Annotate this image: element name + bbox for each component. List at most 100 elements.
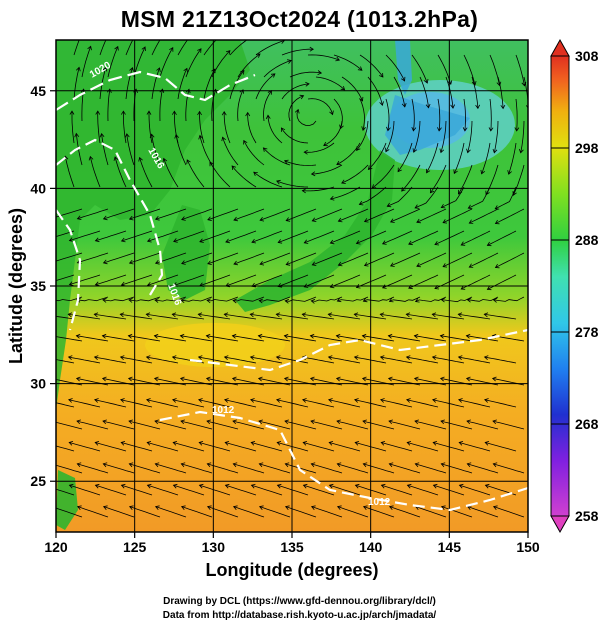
streamline	[76, 335, 109, 342]
streamline	[259, 463, 291, 474]
streamline-arrowhead	[50, 334, 54, 338]
streamline-arrowhead	[429, 188, 435, 194]
streamline-arrowhead	[74, 132, 80, 138]
x-tick-label: 125	[123, 539, 147, 555]
streamline	[393, 76, 406, 107]
streamline-arrowhead	[43, 441, 47, 445]
streamline-arrowhead	[507, 170, 512, 175]
streamline-arrowhead	[43, 237, 47, 241]
streamline-arrowhead	[102, 66, 108, 72]
streamline	[225, 484, 257, 496]
streamline	[328, 313, 361, 320]
streamline	[515, 54, 525, 86]
streamline-arrowhead	[205, 376, 211, 382]
streamline-arrowhead	[335, 376, 341, 382]
streamline	[389, 506, 421, 518]
streamline	[336, 335, 369, 342]
streamline-arrowhead	[287, 59, 292, 64]
streamline-arrowhead	[265, 114, 271, 120]
streamline	[388, 378, 421, 386]
streamline-arrowhead	[386, 126, 391, 132]
streamline-arrowhead	[276, 483, 282, 489]
streamline-arrowhead	[207, 260, 212, 265]
streamline	[276, 399, 309, 408]
streamline	[286, 208, 317, 221]
streamline-arrowhead	[225, 50, 231, 55]
streamline-arrowhead	[317, 70, 323, 75]
streamline-arrowhead	[336, 505, 342, 510]
streamline	[368, 142, 387, 170]
streamline	[95, 484, 127, 496]
streamline	[251, 442, 283, 452]
streamline-arrowhead	[432, 483, 438, 489]
streamline-arrowhead	[146, 281, 152, 287]
streamline	[107, 89, 111, 122]
streamline	[382, 274, 413, 289]
streamline	[414, 420, 447, 430]
streamline-arrowhead	[475, 104, 481, 110]
streamline	[278, 274, 309, 287]
streamline	[199, 135, 213, 166]
streamline-arrowhead	[354, 441, 360, 446]
streamline-arrowhead	[336, 297, 342, 303]
streamline-arrowhead	[138, 156, 143, 162]
streamline-arrowhead	[224, 483, 230, 489]
streamline-arrowhead	[500, 104, 506, 110]
streamline-arrowhead	[362, 505, 368, 510]
contour-1012	[189, 328, 528, 372]
streamline	[484, 356, 517, 364]
streamline	[330, 186, 361, 200]
colorbar-tick-label: 298	[575, 140, 599, 156]
contour-label: 1012	[368, 497, 391, 508]
streamline-arrowhead	[341, 179, 346, 184]
colorbar-tick-label: 258	[575, 508, 599, 524]
streamline-arrowhead	[496, 81, 502, 87]
streamline	[330, 230, 361, 244]
streamline	[513, 164, 525, 196]
streamline	[76, 420, 109, 430]
streamline-arrowhead	[243, 139, 248, 145]
streamline	[440, 420, 473, 430]
streamline	[56, 274, 75, 281]
streamline	[251, 230, 283, 243]
streamline	[493, 120, 499, 153]
streamline	[128, 420, 161, 430]
streamline	[459, 484, 491, 496]
streamline	[233, 506, 265, 518]
streamline-arrowhead	[327, 355, 333, 360]
streamline-arrowhead	[68, 441, 74, 446]
streamline-arrowhead	[120, 483, 126, 489]
streamline	[453, 142, 465, 174]
streamline	[441, 296, 473, 303]
streamline	[288, 95, 304, 122]
streamline	[458, 313, 491, 320]
streamline	[206, 378, 239, 386]
streamline	[147, 274, 179, 286]
streamline	[523, 76, 528, 107]
streamline-arrowhead	[405, 355, 411, 360]
streamline-arrowhead	[432, 398, 437, 403]
streamline	[467, 296, 499, 302]
streamline-arrowhead	[240, 69, 245, 75]
streamline-arrowhead	[301, 188, 307, 194]
streamline-arrowhead	[181, 260, 186, 265]
streamline-arrowhead	[303, 149, 308, 155]
streamline-arrowhead	[43, 356, 47, 360]
streamline	[103, 463, 135, 474]
streamline	[97, 111, 101, 144]
x-tick-label: 145	[438, 539, 462, 555]
streamline	[406, 356, 439, 364]
streamline-arrowhead	[197, 355, 203, 360]
streamline	[302, 186, 335, 192]
colorbar-max-arrow	[550, 38, 570, 57]
streamline	[276, 356, 309, 364]
streamline	[471, 76, 479, 109]
streamline	[56, 507, 83, 518]
streamline-arrowhead	[198, 134, 203, 140]
streamline	[276, 313, 309, 320]
streamline	[128, 378, 161, 386]
streamline	[120, 313, 153, 320]
streamline-arrowhead	[457, 312, 463, 318]
contour-1020	[56, 70, 256, 111]
streamline	[359, 186, 387, 205]
